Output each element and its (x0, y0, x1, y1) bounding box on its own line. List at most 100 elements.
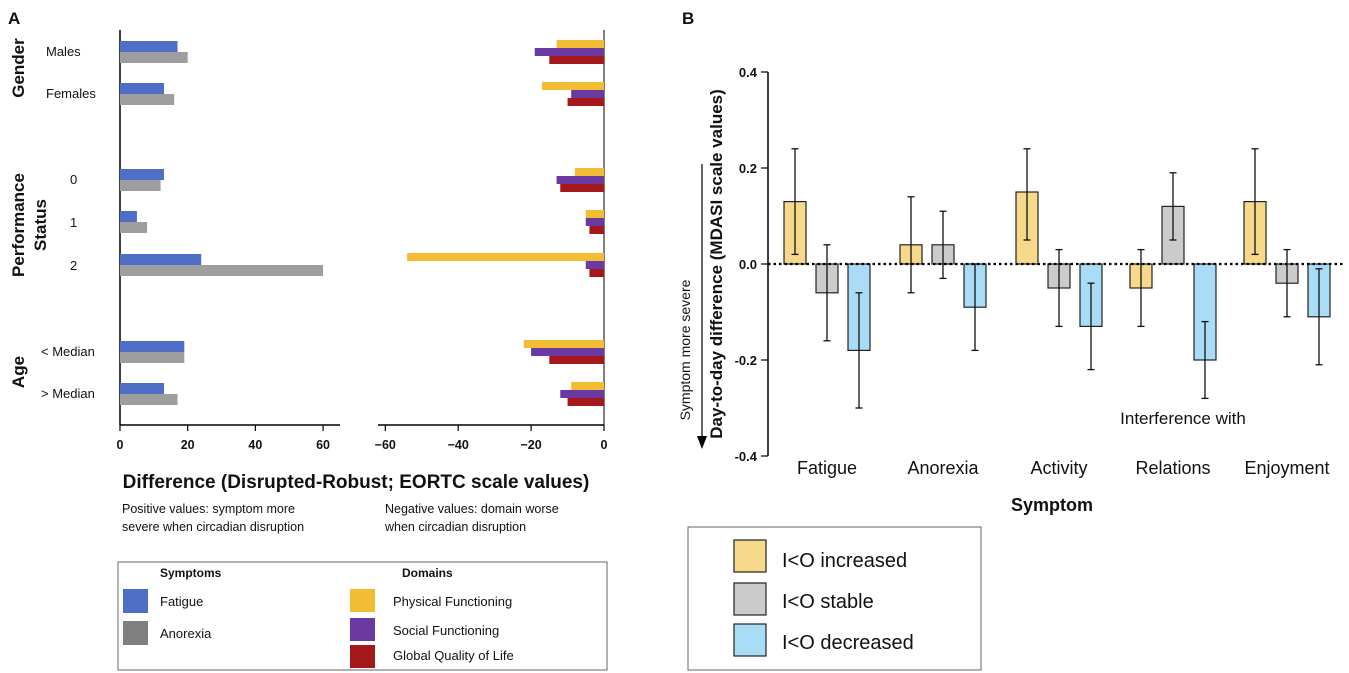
bar-physical-functioning-6 (571, 382, 604, 390)
panel-b-bars (783, 148, 1331, 409)
bar-social-functioning-6 (560, 390, 604, 398)
legend-swatch-stable (733, 582, 767, 616)
panel-b-y-ticks: -0.4 -0.2 0.0 0.2 0.4 (735, 65, 768, 464)
legend-label-stable: I<O stable (782, 591, 874, 613)
row-label-males: Males (46, 44, 81, 59)
y-tick-label: 0.4 (739, 65, 758, 80)
interference-label: Interference with (1120, 409, 1246, 428)
bar-anorexia-1 (120, 94, 175, 105)
bar-anorexia-0 (120, 52, 188, 63)
bar-fatigue-5 (120, 341, 185, 352)
bar-social-functioning-1 (571, 90, 604, 98)
bar-global-quality-of-life-1 (567, 98, 604, 106)
bar-global-quality-of-life-4 (589, 269, 604, 277)
bar-social-functioning-5 (531, 348, 604, 356)
legend-label-social: Social Functioning (393, 623, 499, 638)
legend-swatch-decreased (733, 623, 767, 657)
note-left-line2: severe when circadian disruption (122, 520, 304, 534)
row-label-above-median: > Median (41, 386, 95, 401)
legend-swatch-physical (350, 589, 375, 612)
bar-social-functioning-2 (556, 176, 604, 184)
bar-fatigue-2 (120, 169, 164, 180)
legend-swatch-global (350, 645, 375, 668)
legend-label-anorexia: Anorexia (160, 626, 212, 641)
row-label-below-median: < Median (41, 344, 95, 359)
domain-ticks: −60 −40 −20 0 (375, 425, 608, 452)
note-left-line1: Positive values: symptom more (122, 502, 295, 516)
y-tick-label: 0.2 (739, 161, 757, 176)
panel-b-x-label: Symptom (1011, 495, 1093, 515)
legend-swatch-fatigue (123, 589, 148, 613)
group-label-age: Age (9, 356, 28, 388)
panel-b-label: B (682, 9, 694, 28)
bar-anorexia-3 (120, 222, 148, 233)
arrow-label: Symptom more severe (677, 279, 693, 420)
bar-global-quality-of-life-5 (549, 356, 604, 364)
bar-physical-functioning-1 (542, 82, 604, 90)
legend-domains-title: Domains (402, 566, 453, 580)
bar-fatigue-3 (120, 211, 137, 222)
x-category-label: Activity (1030, 458, 1087, 478)
bar-global-quality-of-life-2 (560, 184, 604, 192)
legend-swatch-increased (733, 539, 767, 573)
panel-a-x-label: Difference (Disrupted-Robust; EORTC scal… (123, 472, 590, 493)
bar-global-quality-of-life-0 (549, 56, 604, 64)
legend-swatch-social (350, 618, 375, 641)
symptom-ticks: 0 20 40 60 (117, 425, 330, 452)
domain-tick-label: 0 (601, 438, 608, 452)
legend-label-physical: Physical Functioning (393, 594, 512, 609)
panel-b-legend: I<O increased I<O stable I<O decreased (687, 526, 982, 671)
y-tick-label: 0.0 (739, 257, 757, 272)
bar-anorexia-6 (120, 394, 178, 405)
bar-global-quality-of-life-3 (589, 226, 604, 234)
panel-a-legend: Symptoms Domains Fatigue Anorexia Physic… (117, 561, 608, 671)
bar-fatigue-1 (120, 83, 164, 94)
group-label-performance: Performance (9, 173, 28, 277)
bar-fatigue-6 (120, 383, 164, 394)
bar-physical-functioning-4 (407, 253, 604, 261)
bar-anorexia-4 (120, 265, 324, 276)
domain-tick-label: −60 (375, 438, 396, 452)
bar-fatigue-4 (120, 254, 202, 265)
x-category-label: Anorexia (907, 458, 979, 478)
x-category-label: Relations (1135, 458, 1210, 478)
bar-physical-functioning-0 (556, 40, 604, 48)
legend-symptoms-title: Symptoms (160, 566, 222, 580)
panel-a: A Gender Performance Status Age Males Fe… (8, 9, 608, 671)
bar-anorexia-5 (120, 352, 185, 363)
x-category-label: Fatigue (797, 458, 857, 478)
bar-fatigue-0 (120, 41, 178, 52)
panel-b-y-label: Day-to-day difference (MDASI scale value… (707, 89, 726, 439)
panel-a-bars (120, 40, 604, 406)
legend-label-global: Global Quality of Life (393, 648, 514, 663)
bar-global-quality-of-life-6 (567, 398, 604, 406)
row-label-females: Females (46, 86, 96, 101)
y-tick-label: -0.2 (735, 353, 757, 368)
bar-social-functioning-0 (534, 48, 604, 56)
symptom-tick-label: 0 (117, 438, 124, 452)
symptom-tick-label: 60 (316, 438, 330, 452)
domain-tick-label: −20 (520, 438, 541, 452)
legend-swatch-anorexia (123, 621, 148, 645)
symptom-tick-label: 40 (248, 438, 262, 452)
bar-physical-functioning-5 (523, 340, 604, 348)
y-tick-label: -0.4 (735, 449, 758, 464)
severity-arrow-head (697, 436, 707, 449)
legend-label-increased: I<O increased (782, 550, 907, 572)
domain-tick-label: −40 (448, 438, 469, 452)
x-category-label: Enjoyment (1244, 458, 1329, 478)
panel-b-x-labels: Fatigue Anorexia Activity Relations Enjoymen… (797, 458, 1330, 478)
symptom-tick-label: 20 (181, 438, 195, 452)
note-right-line1: Negative values: domain worse (385, 502, 559, 516)
bar-anorexia-2 (120, 180, 161, 191)
row-label-ps0: 0 (70, 172, 77, 187)
bar-social-functioning-4 (585, 261, 604, 269)
panel-b: B -0.4 -0.2 0.0 0.2 0.4 Fatigue Anorexia Activ… (677, 9, 1344, 671)
group-label-status: Status (31, 199, 50, 251)
row-label-ps1: 1 (70, 215, 77, 230)
group-label-gender: Gender (9, 38, 28, 98)
bar-physical-functioning-2 (574, 168, 604, 176)
legend-label-decreased: I<O decreased (782, 632, 914, 654)
bar-physical-functioning-3 (585, 210, 604, 218)
